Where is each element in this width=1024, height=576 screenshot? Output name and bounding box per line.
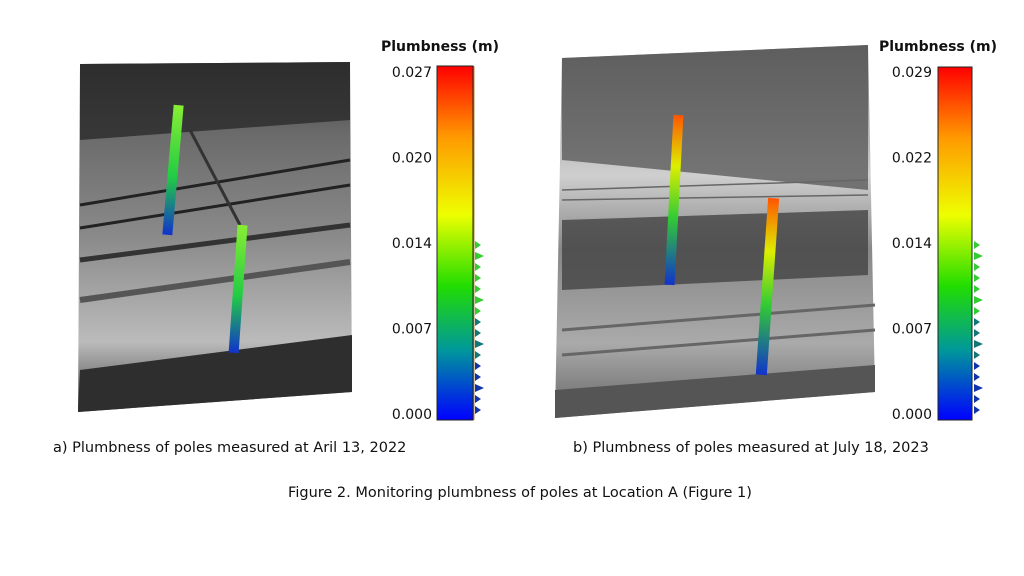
colorbar-tick-label: 0.020 — [392, 151, 432, 167]
histogram-marker — [974, 351, 980, 359]
histogram-marker — [974, 263, 980, 271]
histogram-marker — [475, 318, 481, 326]
colorbar-tick-label: 0.007 — [392, 322, 432, 338]
colorbar-title: Plumbness (m) — [879, 39, 997, 55]
colorbar-tick-label: 0.022 — [892, 151, 932, 167]
point-cloud-b — [555, 45, 876, 418]
histogram-marker — [974, 241, 980, 249]
colorbar-tick-label: 0.014 — [892, 236, 932, 252]
histogram-marker — [974, 384, 983, 392]
histogram-marker — [475, 406, 481, 414]
colorbar-tick-label: 0.000 — [892, 407, 932, 423]
colorbar-tick-label: 0.007 — [892, 322, 932, 338]
histogram-marker — [974, 252, 983, 260]
histogram-marker — [475, 307, 481, 315]
histogram-marker — [974, 340, 983, 348]
colorbar-tick-label: 0.000 — [392, 407, 432, 423]
histogram-marker — [974, 362, 980, 370]
point-cloud-a — [78, 62, 352, 412]
colorbar-tick-label: 0.029 — [892, 65, 932, 81]
panel-caption: a) Plumbness of poles measured at Aril 1… — [53, 440, 406, 456]
colorbar-tick-label: 0.027 — [392, 65, 432, 81]
histogram-marker — [475, 296, 484, 304]
histogram-marker — [974, 406, 980, 414]
colorbar-title: Plumbness (m) — [381, 39, 499, 55]
histogram-marker — [974, 296, 983, 304]
histogram-marker — [475, 362, 481, 370]
histogram-marker — [475, 252, 484, 260]
histogram-marker — [475, 241, 481, 249]
histogram-marker — [974, 285, 980, 293]
histogram-marker — [475, 384, 484, 392]
histogram-marker — [974, 307, 980, 315]
histogram-marker — [475, 340, 484, 348]
figure-caption: Figure 2. Monitoring plumbness of poles … — [288, 485, 752, 501]
colorbar-b — [937, 66, 973, 421]
histogram-marker — [475, 263, 481, 271]
histogram-marker — [475, 351, 481, 359]
histogram-marker — [974, 395, 980, 403]
histogram-marker — [475, 373, 481, 381]
colorbar-tick-label: 0.014 — [392, 236, 432, 252]
histogram-marker — [974, 274, 980, 282]
histogram-marker — [974, 318, 980, 326]
colorbar-a — [436, 65, 474, 421]
histogram-marker — [475, 395, 481, 403]
panel-caption: b) Plumbness of poles measured at July 1… — [573, 440, 929, 456]
histogram-marker — [974, 373, 980, 381]
histogram-marker — [475, 329, 481, 337]
histogram-marker — [475, 274, 481, 282]
histogram-marker — [475, 285, 481, 293]
histogram-marker — [974, 329, 980, 337]
